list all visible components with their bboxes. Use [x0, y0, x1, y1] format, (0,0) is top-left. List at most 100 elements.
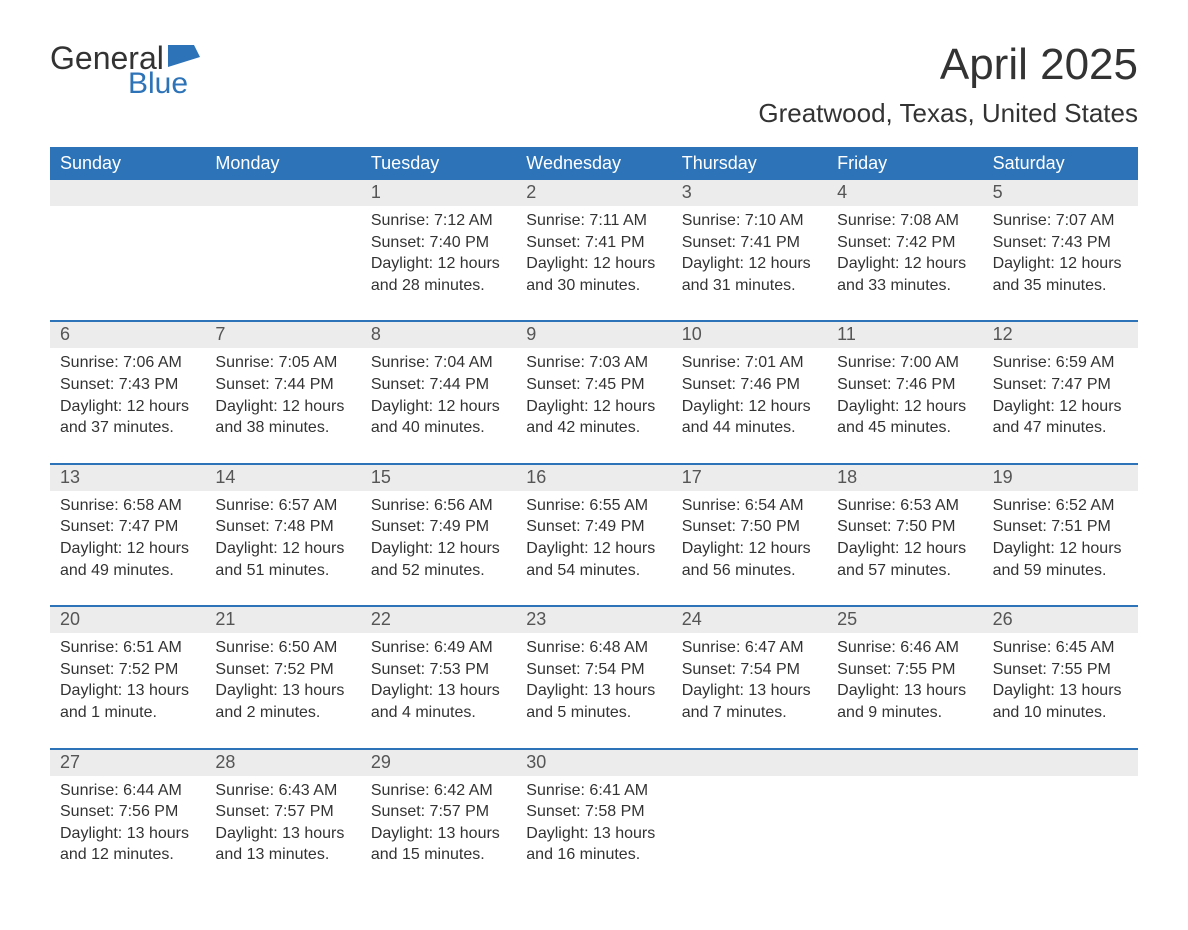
dow-cell: Friday [827, 147, 982, 180]
dow-cell: Sunday [50, 147, 205, 180]
day-cell [983, 776, 1138, 890]
day-number: 14 [205, 465, 360, 491]
day-number: 24 [672, 607, 827, 633]
day-cell [50, 206, 205, 320]
day-number: 2 [516, 180, 671, 206]
sunrise-text: Sunrise: 7:12 AM [371, 210, 506, 232]
calendar-week: 13141516171819Sunrise: 6:58 AMSunset: 7:… [50, 463, 1138, 605]
sunset-text: Sunset: 7:45 PM [526, 374, 661, 396]
sunrise-text: Sunrise: 7:01 AM [682, 352, 817, 374]
sunset-text: Sunset: 7:57 PM [215, 801, 350, 823]
sunset-text: Sunset: 7:43 PM [993, 232, 1128, 254]
calendar-week: 27282930Sunrise: 6:44 AMSunset: 7:56 PMD… [50, 748, 1138, 890]
daylight-text: Daylight: 13 hours and 2 minutes. [215, 680, 350, 723]
day-cell: Sunrise: 7:00 AMSunset: 7:46 PMDaylight:… [827, 348, 982, 462]
day-number: 27 [50, 750, 205, 776]
sunrise-text: Sunrise: 7:10 AM [682, 210, 817, 232]
day-cell: Sunrise: 6:58 AMSunset: 7:47 PMDaylight:… [50, 491, 205, 605]
sunrise-text: Sunrise: 7:05 AM [215, 352, 350, 374]
sunrise-text: Sunrise: 6:56 AM [371, 495, 506, 517]
sunrise-text: Sunrise: 6:49 AM [371, 637, 506, 659]
brand-logo: General Blue [50, 40, 200, 101]
day-cell: Sunrise: 6:41 AMSunset: 7:58 PMDaylight:… [516, 776, 671, 890]
day-number: 22 [361, 607, 516, 633]
sunrise-text: Sunrise: 6:41 AM [526, 780, 661, 802]
day-number [205, 180, 360, 206]
sunrise-text: Sunrise: 6:53 AM [837, 495, 972, 517]
sunset-text: Sunset: 7:47 PM [60, 516, 195, 538]
sunrise-text: Sunrise: 6:59 AM [993, 352, 1128, 374]
day-number: 9 [516, 322, 671, 348]
calendar: SundayMondayTuesdayWednesdayThursdayFrid… [50, 147, 1138, 890]
sunrise-text: Sunrise: 7:00 AM [837, 352, 972, 374]
sunrise-text: Sunrise: 6:57 AM [215, 495, 350, 517]
daylight-text: Daylight: 12 hours and 52 minutes. [371, 538, 506, 581]
day-number: 28 [205, 750, 360, 776]
day-number: 18 [827, 465, 982, 491]
day-number: 12 [983, 322, 1138, 348]
daylight-text: Daylight: 12 hours and 40 minutes. [371, 396, 506, 439]
day-cell: Sunrise: 6:52 AMSunset: 7:51 PMDaylight:… [983, 491, 1138, 605]
sunset-text: Sunset: 7:46 PM [682, 374, 817, 396]
day-cell: Sunrise: 6:49 AMSunset: 7:53 PMDaylight:… [361, 633, 516, 747]
sunrise-text: Sunrise: 6:51 AM [60, 637, 195, 659]
daylight-text: Daylight: 12 hours and 47 minutes. [993, 396, 1128, 439]
day-cell: Sunrise: 7:12 AMSunset: 7:40 PMDaylight:… [361, 206, 516, 320]
day-cell: Sunrise: 6:57 AMSunset: 7:48 PMDaylight:… [205, 491, 360, 605]
daylight-text: Daylight: 12 hours and 42 minutes. [526, 396, 661, 439]
sunrise-text: Sunrise: 7:08 AM [837, 210, 972, 232]
day-cell: Sunrise: 7:11 AMSunset: 7:41 PMDaylight:… [516, 206, 671, 320]
day-cell: Sunrise: 6:50 AMSunset: 7:52 PMDaylight:… [205, 633, 360, 747]
day-number: 17 [672, 465, 827, 491]
sunset-text: Sunset: 7:50 PM [837, 516, 972, 538]
day-cell: Sunrise: 6:53 AMSunset: 7:50 PMDaylight:… [827, 491, 982, 605]
daylight-text: Daylight: 13 hours and 15 minutes. [371, 823, 506, 866]
day-number: 1 [361, 180, 516, 206]
daylight-text: Daylight: 13 hours and 9 minutes. [837, 680, 972, 723]
day-cell: Sunrise: 6:59 AMSunset: 7:47 PMDaylight:… [983, 348, 1138, 462]
day-number [50, 180, 205, 206]
day-number: 20 [50, 607, 205, 633]
daylight-text: Daylight: 12 hours and 49 minutes. [60, 538, 195, 581]
sunrise-text: Sunrise: 6:47 AM [682, 637, 817, 659]
sunrise-text: Sunrise: 6:42 AM [371, 780, 506, 802]
sunset-text: Sunset: 7:53 PM [371, 659, 506, 681]
day-cell: Sunrise: 6:42 AMSunset: 7:57 PMDaylight:… [361, 776, 516, 890]
day-cell: Sunrise: 6:43 AMSunset: 7:57 PMDaylight:… [205, 776, 360, 890]
day-number: 25 [827, 607, 982, 633]
sunrise-text: Sunrise: 6:44 AM [60, 780, 195, 802]
day-cell: Sunrise: 7:01 AMSunset: 7:46 PMDaylight:… [672, 348, 827, 462]
day-cell [205, 206, 360, 320]
day-cell: Sunrise: 6:46 AMSunset: 7:55 PMDaylight:… [827, 633, 982, 747]
sunset-text: Sunset: 7:57 PM [371, 801, 506, 823]
sunrise-text: Sunrise: 6:46 AM [837, 637, 972, 659]
sunset-text: Sunset: 7:48 PM [215, 516, 350, 538]
sunset-text: Sunset: 7:51 PM [993, 516, 1128, 538]
location-label: Greatwood, Texas, United States [758, 98, 1138, 129]
sunset-text: Sunset: 7:42 PM [837, 232, 972, 254]
sunset-text: Sunset: 7:40 PM [371, 232, 506, 254]
sunset-text: Sunset: 7:49 PM [526, 516, 661, 538]
day-number: 3 [672, 180, 827, 206]
day-number: 13 [50, 465, 205, 491]
daylight-text: Daylight: 12 hours and 51 minutes. [215, 538, 350, 581]
day-number: 7 [205, 322, 360, 348]
day-number: 26 [983, 607, 1138, 633]
sunset-text: Sunset: 7:50 PM [682, 516, 817, 538]
day-cell: Sunrise: 6:44 AMSunset: 7:56 PMDaylight:… [50, 776, 205, 890]
daylight-text: Daylight: 12 hours and 38 minutes. [215, 396, 350, 439]
day-number: 29 [361, 750, 516, 776]
calendar-week: 6789101112Sunrise: 7:06 AMSunset: 7:43 P… [50, 320, 1138, 462]
day-cell [827, 776, 982, 890]
day-cell: Sunrise: 7:04 AMSunset: 7:44 PMDaylight:… [361, 348, 516, 462]
dow-cell: Saturday [983, 147, 1138, 180]
calendar-week: 20212223242526Sunrise: 6:51 AMSunset: 7:… [50, 605, 1138, 747]
sunset-text: Sunset: 7:44 PM [371, 374, 506, 396]
sunset-text: Sunset: 7:56 PM [60, 801, 195, 823]
day-number: 11 [827, 322, 982, 348]
sunrise-text: Sunrise: 6:50 AM [215, 637, 350, 659]
day-cell: Sunrise: 7:10 AMSunset: 7:41 PMDaylight:… [672, 206, 827, 320]
daylight-text: Daylight: 12 hours and 31 minutes. [682, 253, 817, 296]
day-cell: Sunrise: 7:08 AMSunset: 7:42 PMDaylight:… [827, 206, 982, 320]
daylight-text: Daylight: 12 hours and 44 minutes. [682, 396, 817, 439]
